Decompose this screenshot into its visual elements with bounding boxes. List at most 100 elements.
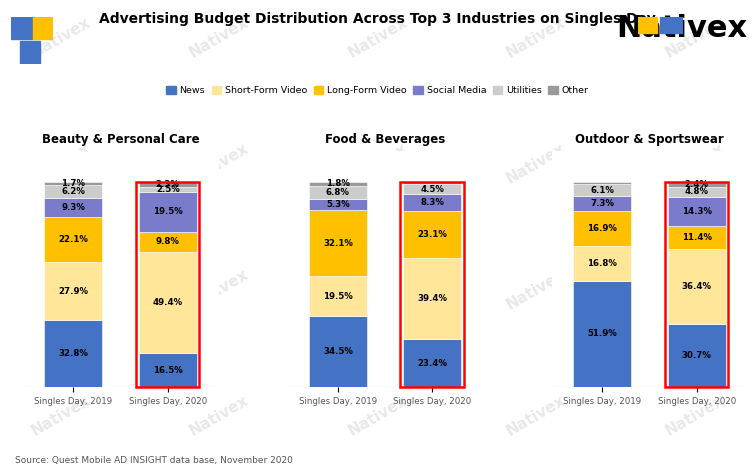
Bar [573, 211, 631, 246]
Text: 32.1%: 32.1% [323, 239, 353, 248]
Text: Nativex: Nativex [345, 15, 410, 61]
Bar [20, 41, 41, 64]
Text: 39.4%: 39.4% [418, 294, 447, 303]
Bar [45, 262, 103, 320]
Text: 4.8%: 4.8% [685, 187, 709, 196]
Text: Nativex: Nativex [345, 392, 410, 438]
Bar [403, 211, 461, 258]
Bar [667, 226, 726, 249]
Text: Nativex: Nativex [504, 392, 569, 438]
Text: 2.4%: 2.4% [685, 180, 709, 189]
Legend: News, Short-Form Video, Long-Form Video, Social Media, Utilities, Other: News, Short-Form Video, Long-Form Video,… [162, 83, 593, 99]
Bar [667, 324, 726, 387]
Text: Nativex: Nativex [662, 141, 727, 186]
Bar [309, 200, 367, 211]
Text: Nativex: Nativex [28, 141, 93, 186]
Text: Nativex: Nativex [186, 267, 251, 312]
Bar [139, 186, 197, 192]
Text: Nativex: Nativex [504, 15, 569, 61]
Bar [309, 185, 367, 200]
Text: Nativex: Nativex [504, 267, 569, 312]
Bar [45, 217, 103, 262]
Text: 1.7%: 1.7% [61, 179, 85, 188]
Text: Nativex: Nativex [186, 392, 251, 438]
Text: 14.3%: 14.3% [682, 207, 712, 216]
Text: 23.4%: 23.4% [418, 359, 447, 368]
Text: Nativex: Nativex [28, 15, 93, 61]
Bar [573, 246, 631, 280]
Bar [45, 185, 103, 198]
Text: Nativex: Nativex [616, 14, 747, 43]
Bar [403, 339, 461, 387]
Bar [403, 194, 461, 211]
Bar [139, 182, 197, 186]
Text: 6.8%: 6.8% [326, 188, 350, 197]
Text: 51.9%: 51.9% [587, 329, 618, 338]
Text: 49.4%: 49.4% [153, 298, 183, 307]
Title: Outdoor & Sportswear: Outdoor & Sportswear [575, 133, 724, 146]
Text: Nativex: Nativex [186, 141, 251, 186]
Bar [573, 182, 631, 184]
Text: 8.3%: 8.3% [421, 198, 444, 207]
Text: Nativex: Nativex [662, 392, 727, 438]
Bar [309, 211, 367, 276]
Text: Nativex: Nativex [28, 392, 93, 438]
Text: Nativex: Nativex [345, 267, 410, 312]
Text: 19.5%: 19.5% [153, 207, 183, 216]
Text: 1.8%: 1.8% [326, 179, 350, 188]
Text: 16.9%: 16.9% [587, 224, 618, 233]
Bar [667, 182, 726, 187]
Title: Beauty & Personal Care: Beauty & Personal Care [42, 133, 199, 146]
Bar [33, 17, 53, 39]
Title: Food & Beverages: Food & Beverages [325, 133, 445, 146]
Text: 7.3%: 7.3% [590, 199, 615, 208]
Bar [660, 17, 683, 33]
Text: 6.2%: 6.2% [61, 187, 85, 196]
Text: 5.3%: 5.3% [326, 201, 350, 210]
Bar [573, 280, 631, 387]
Text: 23.1%: 23.1% [418, 230, 447, 239]
Bar [139, 192, 197, 232]
Bar [309, 276, 367, 316]
Text: 22.1%: 22.1% [58, 236, 88, 244]
Bar [139, 353, 197, 387]
Text: 19.5%: 19.5% [323, 292, 353, 301]
Text: 6.1%: 6.1% [590, 185, 615, 194]
Bar [309, 182, 367, 185]
Bar [665, 182, 729, 387]
Text: Source: Quest Mobile AD INSIGHT data base, November 2020: Source: Quest Mobile AD INSIGHT data bas… [15, 456, 293, 465]
Bar [11, 17, 32, 39]
Bar [309, 316, 367, 387]
Text: 2.5%: 2.5% [156, 185, 180, 194]
Text: 9.3%: 9.3% [61, 203, 85, 212]
Bar [45, 198, 103, 217]
Text: 16.5%: 16.5% [153, 366, 183, 375]
Text: Nativex: Nativex [28, 267, 93, 312]
Bar [573, 184, 631, 196]
Bar [403, 258, 461, 339]
Text: 4.5%: 4.5% [421, 185, 444, 194]
Text: 27.9%: 27.9% [58, 287, 88, 295]
Text: 11.4%: 11.4% [682, 233, 712, 242]
Text: 30.7%: 30.7% [682, 351, 712, 360]
Text: 32.8%: 32.8% [58, 349, 88, 358]
Bar [667, 187, 726, 197]
Text: Advertising Budget Distribution Across Top 3 Industries on Singles Day: Advertising Budget Distribution Across T… [99, 12, 656, 26]
Text: Nativex: Nativex [504, 141, 569, 186]
Text: 2.3%: 2.3% [156, 180, 180, 189]
Bar [403, 185, 461, 194]
Bar [573, 196, 631, 211]
Text: 9.8%: 9.8% [156, 237, 180, 246]
Bar [400, 182, 464, 387]
Text: 16.8%: 16.8% [587, 259, 618, 268]
Bar [638, 17, 657, 33]
Bar [667, 197, 726, 226]
Bar [45, 320, 103, 387]
Bar [667, 249, 726, 324]
Text: Nativex: Nativex [662, 267, 727, 312]
Text: Nativex: Nativex [186, 15, 251, 61]
Bar [139, 252, 197, 353]
Text: 36.4%: 36.4% [682, 282, 712, 291]
Bar [139, 232, 197, 252]
Text: Nativex: Nativex [662, 15, 727, 61]
